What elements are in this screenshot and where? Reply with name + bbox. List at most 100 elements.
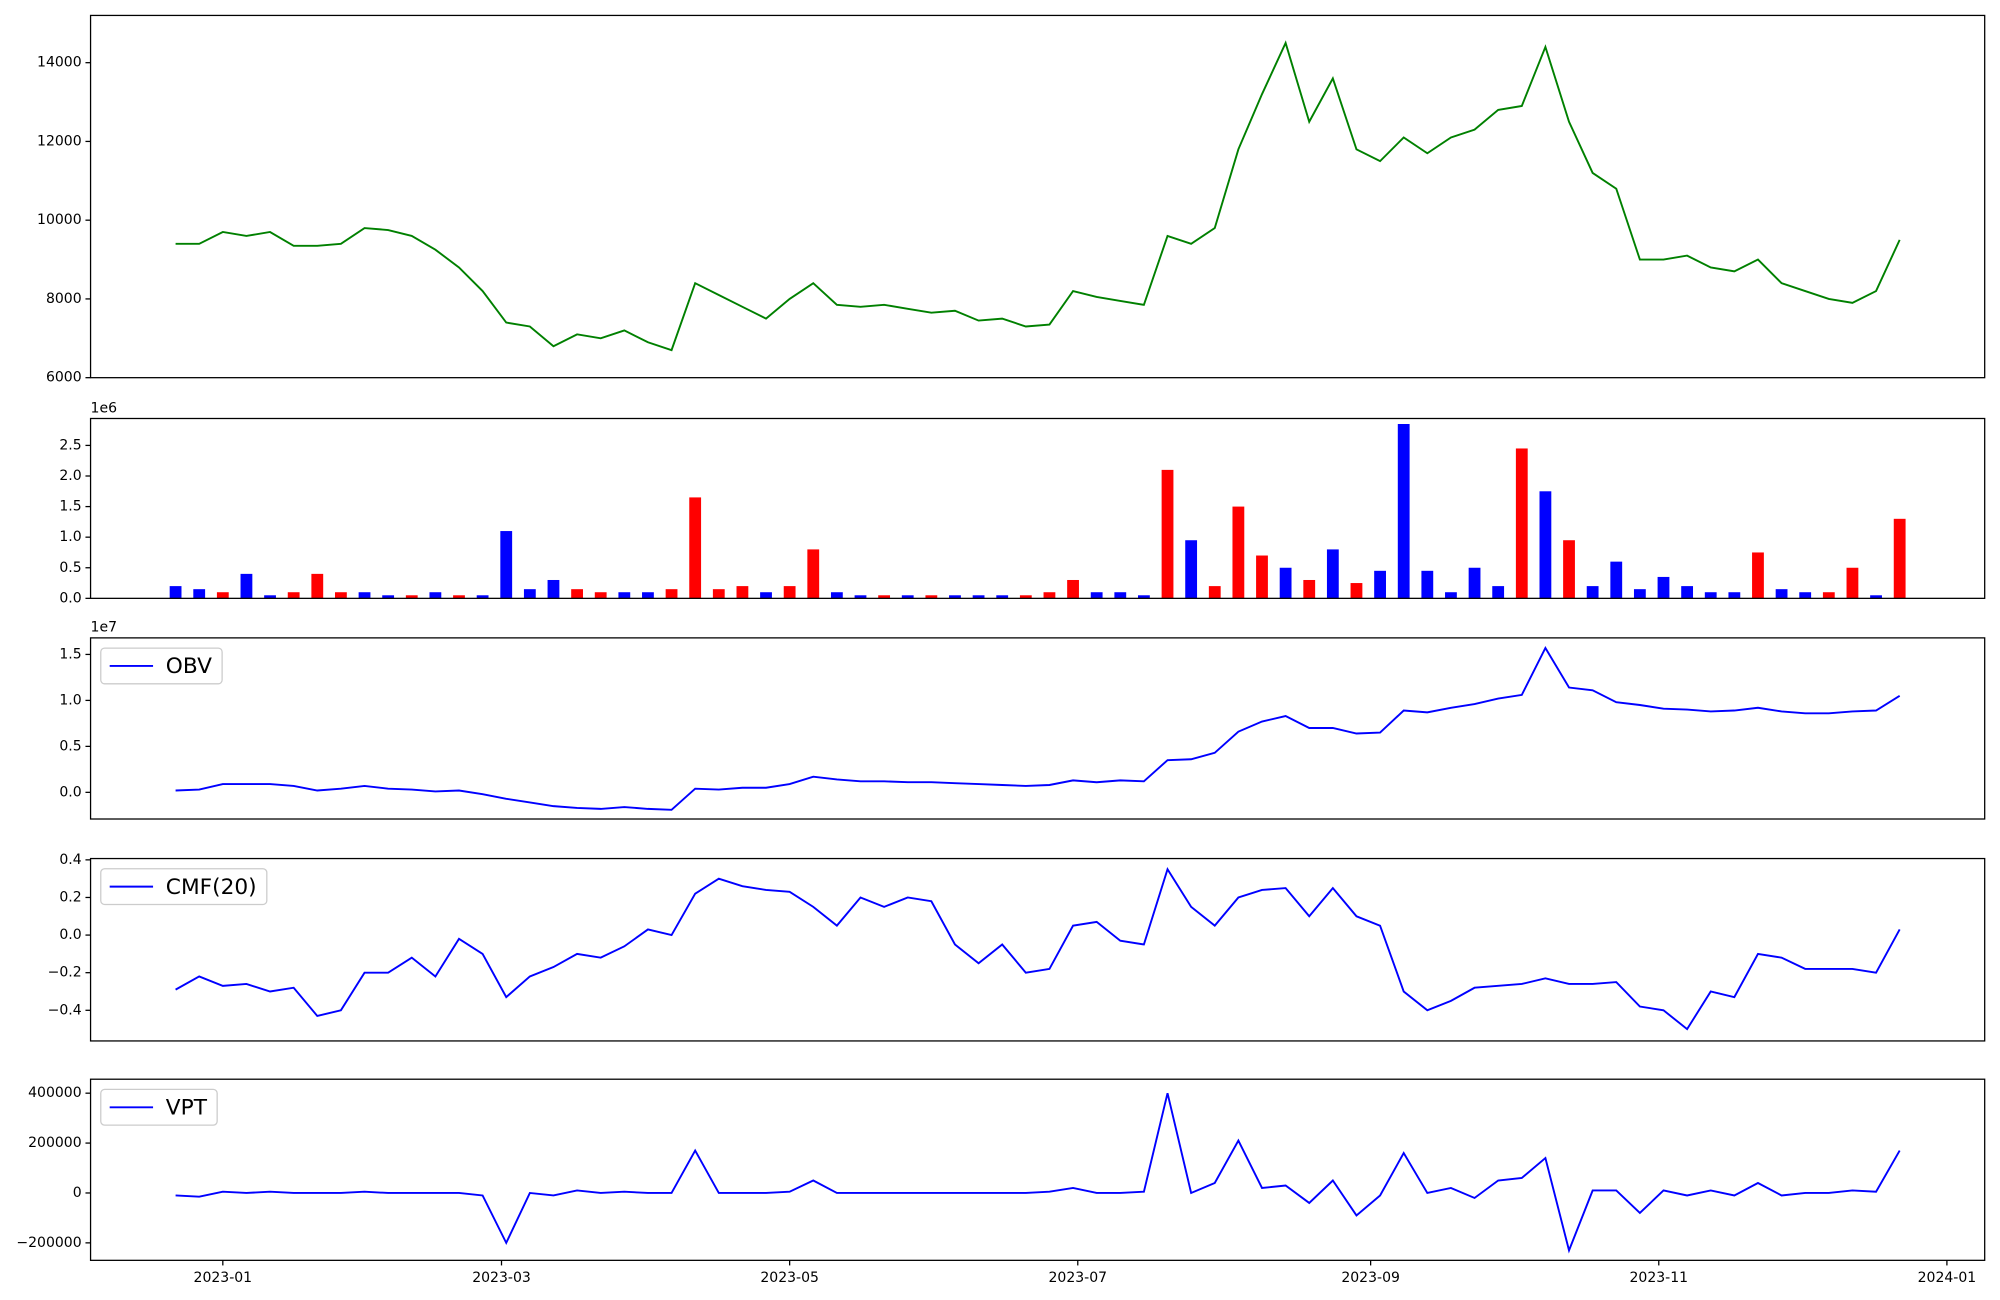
- bar: [1752, 552, 1764, 599]
- bar: [1633, 589, 1646, 599]
- bar: [216, 592, 229, 599]
- y-tick-label: 0: [73, 1185, 82, 1201]
- y-tick-label: 0.2: [59, 889, 81, 905]
- bar: [264, 595, 276, 599]
- bar: [1893, 518, 1906, 599]
- bar: [618, 592, 631, 599]
- bar: [1586, 586, 1599, 599]
- y-tick-label: 0.0: [59, 927, 81, 943]
- bar: [476, 595, 489, 599]
- bar: [1067, 579, 1079, 599]
- y-tick-label: 12000: [37, 133, 82, 149]
- bar: [1256, 555, 1268, 599]
- y-tick-label: 2.0: [59, 468, 81, 484]
- bar: [1681, 586, 1694, 599]
- bar: [1185, 540, 1198, 599]
- bar: [1657, 576, 1670, 599]
- axes-frame: [89, 1078, 1986, 1261]
- bar: [1799, 592, 1812, 599]
- bar: [807, 549, 820, 599]
- bar: [996, 595, 1009, 599]
- bar: [665, 589, 678, 599]
- bar: [1492, 586, 1505, 599]
- bar: [1397, 424, 1410, 599]
- bar: [1728, 592, 1741, 599]
- bar: [1468, 567, 1481, 599]
- bar: [571, 589, 583, 599]
- axes-frame: [89, 14, 1986, 379]
- bar: [949, 595, 961, 599]
- y-tick-label: −200000: [16, 1235, 81, 1251]
- legend-label: CMF(20): [166, 875, 257, 900]
- bar: [925, 595, 938, 599]
- bar: [1515, 448, 1528, 599]
- bar: [712, 589, 725, 599]
- bar: [1445, 592, 1457, 599]
- axes-frame: [89, 857, 1986, 1042]
- bar: [1019, 595, 1032, 599]
- bar: [854, 595, 867, 599]
- bar: [405, 595, 418, 599]
- bar: [1208, 586, 1221, 599]
- bar: [878, 595, 891, 599]
- offset-label: 1e6: [91, 400, 118, 416]
- y-tick-label: 400000: [28, 1085, 82, 1101]
- bar: [311, 573, 324, 599]
- y-tick-label: 1.0: [59, 529, 81, 545]
- line: [175, 646, 1901, 811]
- bar: [901, 595, 914, 599]
- y-tick-label: 0.4: [59, 852, 81, 868]
- legend-label: OBV: [166, 654, 212, 679]
- bar: [1539, 491, 1552, 599]
- y-tick-label: 8000: [46, 291, 82, 307]
- bar: [500, 531, 513, 599]
- line: [175, 1092, 1901, 1254]
- bar: [1870, 595, 1882, 599]
- bar: [193, 589, 206, 599]
- x-tick-label: 2023-03: [472, 1270, 531, 1286]
- axes-frame: [89, 637, 1986, 820]
- x-tick-label: 2023-05: [760, 1270, 819, 1286]
- bar: [1138, 595, 1150, 599]
- x-tick-label: 2023-01: [194, 1270, 253, 1286]
- legend-box: [100, 647, 223, 685]
- bar: [1775, 589, 1788, 599]
- bar: [1846, 567, 1859, 599]
- bar: [760, 592, 772, 599]
- line: [175, 40, 1901, 352]
- y-tick-label: 0.0: [59, 590, 81, 606]
- bar: [547, 579, 560, 599]
- bar: [830, 592, 843, 599]
- bar: [736, 586, 749, 599]
- bar: [1610, 561, 1623, 599]
- y-tick-label: 1.0: [59, 692, 81, 708]
- y-tick-label: −0.4: [48, 1002, 82, 1018]
- x-tick-label: 2023-11: [1629, 1270, 1688, 1286]
- offset-label: 1e7: [91, 620, 117, 636]
- bar: [1161, 469, 1174, 599]
- y-tick-label: 200000: [28, 1135, 82, 1151]
- bar: [689, 497, 702, 599]
- y-tick-label: 6000: [46, 370, 82, 386]
- bar: [1374, 570, 1386, 599]
- bar: [1279, 567, 1292, 599]
- bar: [240, 573, 253, 599]
- bar: [783, 586, 796, 599]
- bar: [1704, 592, 1717, 599]
- bar: [1303, 579, 1316, 599]
- bar: [382, 595, 395, 599]
- bar: [429, 592, 442, 599]
- y-tick-label: 0.5: [59, 738, 81, 754]
- x-tick-label: 2023-07: [1048, 1270, 1107, 1286]
- bar: [1822, 592, 1835, 599]
- bar: [1232, 506, 1245, 599]
- bar: [335, 592, 347, 599]
- bar: [1326, 549, 1339, 599]
- y-tick-label: 0.5: [59, 560, 81, 576]
- legend-box: [100, 1088, 218, 1126]
- bar: [1350, 583, 1363, 599]
- legend-label: VPT: [166, 1096, 208, 1121]
- axes-frame: [89, 417, 1986, 599]
- bar: [1114, 592, 1127, 599]
- bar: [972, 595, 985, 599]
